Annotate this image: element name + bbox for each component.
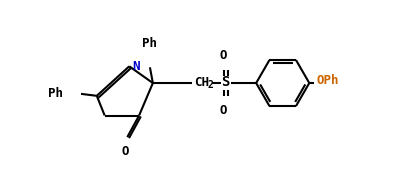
Text: O: O [220, 104, 227, 117]
Text: Ph: Ph [143, 37, 157, 50]
Text: O: O [220, 49, 227, 62]
Text: O: O [122, 145, 129, 158]
Text: S: S [222, 75, 230, 89]
Text: Ph: Ph [48, 87, 63, 100]
Text: N: N [132, 60, 140, 73]
Text: 2: 2 [208, 80, 214, 90]
Text: CH: CH [194, 76, 209, 89]
Text: OPh: OPh [316, 74, 339, 87]
